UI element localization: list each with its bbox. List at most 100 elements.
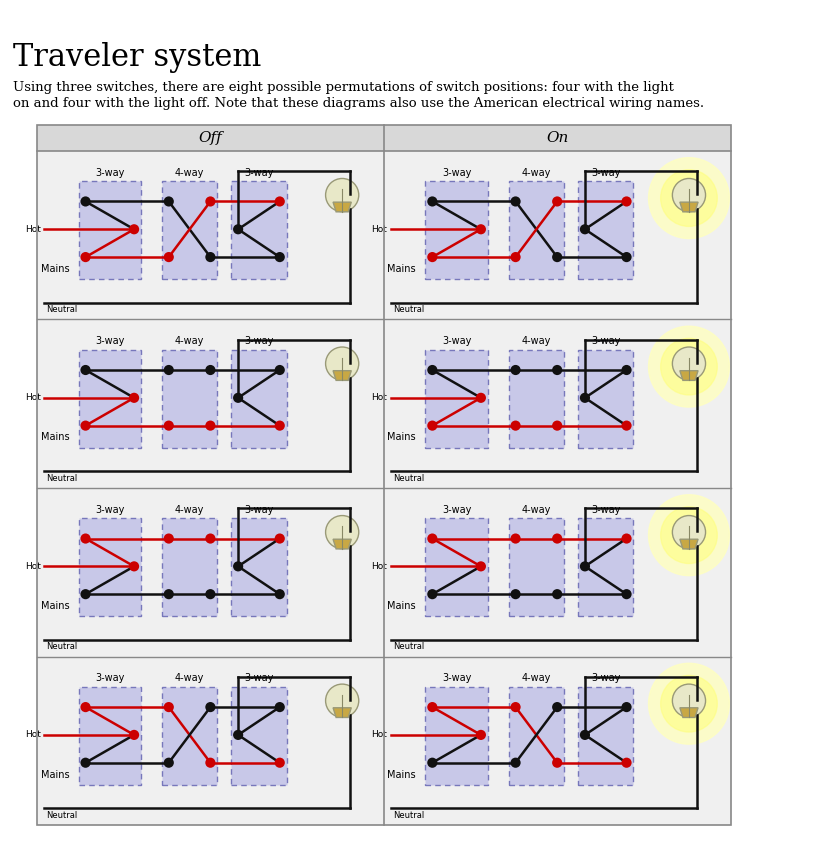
Circle shape	[660, 507, 716, 563]
Circle shape	[648, 326, 729, 407]
Circle shape	[427, 702, 437, 712]
Circle shape	[427, 252, 437, 262]
Circle shape	[648, 157, 729, 239]
FancyBboxPatch shape	[425, 518, 487, 616]
Circle shape	[510, 702, 520, 712]
FancyBboxPatch shape	[161, 687, 217, 785]
Text: 3-way: 3-way	[244, 673, 273, 683]
Circle shape	[325, 516, 358, 548]
FancyBboxPatch shape	[508, 518, 563, 616]
Bar	[37, 657, 384, 825]
Circle shape	[129, 730, 139, 740]
Circle shape	[80, 702, 90, 712]
Circle shape	[660, 338, 716, 395]
FancyBboxPatch shape	[425, 349, 487, 447]
Circle shape	[129, 561, 139, 572]
FancyBboxPatch shape	[508, 687, 563, 785]
Text: 4-way: 4-way	[174, 336, 204, 346]
Circle shape	[510, 196, 520, 207]
Circle shape	[164, 758, 174, 768]
Circle shape	[476, 224, 485, 234]
FancyBboxPatch shape	[231, 349, 286, 447]
Text: Off: Off	[198, 131, 222, 145]
Text: 4-way: 4-way	[174, 673, 204, 683]
Circle shape	[164, 534, 174, 543]
Circle shape	[427, 365, 437, 375]
Circle shape	[579, 730, 590, 740]
Circle shape	[164, 196, 174, 207]
Text: Neutral: Neutral	[393, 305, 423, 314]
Circle shape	[164, 365, 174, 375]
Circle shape	[164, 702, 174, 712]
Circle shape	[552, 702, 562, 712]
Text: Mains: Mains	[387, 432, 416, 442]
FancyBboxPatch shape	[577, 349, 633, 447]
Text: 3-way: 3-way	[244, 504, 273, 515]
Text: 3-way: 3-way	[95, 336, 124, 346]
Circle shape	[205, 758, 215, 768]
Text: Hot: Hot	[25, 394, 41, 402]
Text: Hot: Hot	[25, 225, 41, 234]
FancyBboxPatch shape	[79, 518, 141, 616]
Text: 3-way: 3-way	[590, 336, 619, 346]
Text: Traveler system: Traveler system	[13, 42, 261, 73]
Text: Mains: Mains	[387, 770, 416, 779]
FancyBboxPatch shape	[231, 687, 286, 785]
Text: Hot: Hot	[371, 225, 387, 234]
Circle shape	[621, 758, 631, 768]
Text: 4-way: 4-way	[174, 168, 204, 177]
Circle shape	[579, 393, 590, 403]
Circle shape	[325, 347, 358, 381]
Text: 3-way: 3-way	[590, 504, 619, 515]
Circle shape	[621, 252, 631, 262]
FancyBboxPatch shape	[161, 182, 217, 279]
Circle shape	[129, 224, 139, 234]
Circle shape	[275, 758, 284, 768]
Text: Mains: Mains	[387, 264, 416, 274]
Circle shape	[205, 589, 215, 599]
Circle shape	[672, 516, 705, 548]
FancyBboxPatch shape	[161, 518, 217, 616]
Circle shape	[552, 252, 562, 262]
Circle shape	[476, 393, 485, 403]
Text: Neutral: Neutral	[393, 811, 423, 820]
Circle shape	[427, 196, 437, 207]
Circle shape	[427, 758, 437, 768]
Bar	[384, 657, 729, 825]
Circle shape	[80, 534, 90, 543]
Circle shape	[621, 534, 631, 543]
Circle shape	[510, 365, 520, 375]
Circle shape	[552, 196, 562, 207]
Circle shape	[552, 420, 562, 431]
Text: 4-way: 4-way	[521, 504, 551, 515]
FancyBboxPatch shape	[79, 349, 141, 447]
Circle shape	[232, 224, 243, 234]
Circle shape	[275, 702, 284, 712]
FancyBboxPatch shape	[231, 518, 286, 616]
Circle shape	[232, 561, 243, 572]
Text: 3-way: 3-way	[442, 336, 471, 346]
Text: Hot: Hot	[371, 394, 387, 402]
Circle shape	[552, 758, 562, 768]
Text: Hot: Hot	[25, 730, 41, 740]
Text: Hot: Hot	[25, 562, 41, 571]
Polygon shape	[332, 202, 351, 212]
Circle shape	[129, 393, 139, 403]
Text: On: On	[545, 131, 567, 145]
FancyBboxPatch shape	[425, 687, 487, 785]
Text: 4-way: 4-way	[521, 673, 551, 683]
FancyBboxPatch shape	[79, 687, 141, 785]
Circle shape	[621, 702, 631, 712]
Circle shape	[648, 663, 729, 744]
Circle shape	[80, 589, 90, 599]
Text: Hot: Hot	[371, 730, 387, 740]
Circle shape	[205, 365, 215, 375]
Circle shape	[660, 676, 716, 732]
Circle shape	[510, 252, 520, 262]
Circle shape	[325, 178, 358, 212]
Circle shape	[621, 589, 631, 599]
Text: Neutral: Neutral	[46, 643, 78, 651]
Text: Neutral: Neutral	[393, 474, 423, 483]
Circle shape	[510, 534, 520, 543]
Text: 3-way: 3-way	[95, 504, 124, 515]
